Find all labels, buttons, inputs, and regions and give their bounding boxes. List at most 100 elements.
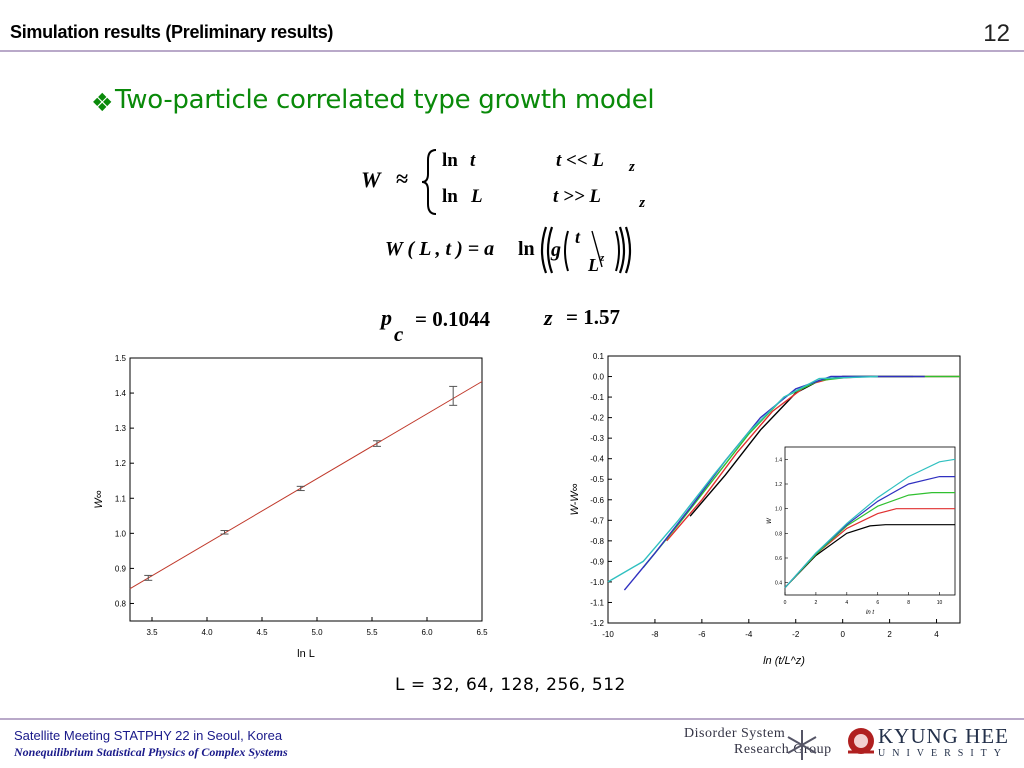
inset-y-axis-label: W xyxy=(767,517,773,524)
inset-x-tick-label: 6 xyxy=(876,600,879,606)
x-tick-label: -2 xyxy=(792,630,800,639)
chart-width-vs-lnL: 3.5 4.0 4.5 5.0 5.5 6.0 6.5 0.8 0.9 1.0 1.1 1.2 1.3 1… xyxy=(93,354,488,660)
y-tick-label: -0.9 xyxy=(590,557,604,566)
dsrg-logo-line2: Research Group xyxy=(734,742,832,757)
eq-brace xyxy=(421,149,437,215)
eq-pc-c: c xyxy=(394,322,404,346)
eq-z-label: z xyxy=(544,305,553,330)
data-series-line xyxy=(607,375,878,583)
inset-y-tick-label: 1.4 xyxy=(775,457,782,463)
inset-y-tick-label: 0.8 xyxy=(775,531,782,537)
eq-w-symbol: W xyxy=(361,167,381,192)
dsrg-logo: Disorder System Research Group xyxy=(684,726,832,758)
x-tick-label: -6 xyxy=(698,630,706,639)
equation-piecewise: W ≈ ln t t << L z ln L t >> L z xyxy=(0,0,1024,215)
x-tick-label: 5.5 xyxy=(366,628,378,637)
inset-x-tick-label: 0 xyxy=(784,600,787,606)
plot-frame xyxy=(129,357,483,622)
x-axis-label: ln L xyxy=(297,648,315,660)
footer-conference: Satellite Meeting STATPHY 22 in Seoul, K… xyxy=(14,728,283,743)
bullet-heading: Two-particle correlated type growth mode… xyxy=(115,85,655,115)
eq-case1-sub: z xyxy=(629,159,635,175)
kyunghee-logo: KYUNG HEE UNIVERSITY xyxy=(878,726,1009,760)
y-tick-label: -0.2 xyxy=(590,414,604,423)
kyunghee-emblem-icon xyxy=(848,728,874,754)
y-axis-label: W-W∞ xyxy=(569,483,581,515)
y-tick-label: -1.1 xyxy=(590,598,604,607)
eq-case1-var: t xyxy=(470,150,476,171)
y-tick-label: 0.9 xyxy=(115,564,127,573)
snowflake-icon xyxy=(787,730,817,760)
x-tick-label: 3.5 xyxy=(146,628,158,637)
y-tick-label: -0.8 xyxy=(590,537,604,546)
y-tick-label: -0.5 xyxy=(590,475,604,484)
y-tick-label: 1.4 xyxy=(115,389,127,398)
y-tick-label: -1.0 xyxy=(590,578,604,587)
y-tick-label: 0.8 xyxy=(115,599,127,608)
inset-series-line xyxy=(784,524,955,589)
y-tick-label: 1.1 xyxy=(115,494,127,503)
inset-x-tick-label: 8 xyxy=(907,600,910,606)
y-tick-label: -0.4 xyxy=(590,455,604,464)
eq-scaling-t: t xyxy=(575,227,581,247)
inset-y-tick-label: 0.4 xyxy=(775,581,782,587)
header-divider xyxy=(0,50,1024,52)
eq-scaling-L: L xyxy=(588,255,599,275)
x-tick-label: -8 xyxy=(651,630,659,639)
inset-y-tick-label: 1.2 xyxy=(775,482,782,488)
y-axis-label: W∞ xyxy=(93,490,105,508)
footer-subtitle: Nonequilibrium Statistical Physics of Co… xyxy=(14,745,288,759)
inset-x-tick-label: 10 xyxy=(937,600,943,606)
fit-line xyxy=(129,381,483,590)
eq-approx-symbol: ≈ xyxy=(396,166,409,191)
eq-pc-value: = 0.1044 xyxy=(415,307,490,331)
eq-scaling-parens xyxy=(540,226,632,274)
y-tick-label: 1.3 xyxy=(115,424,127,433)
kyunghee-logo-line2: UNIVERSITY xyxy=(878,748,1008,759)
page-number: 12 xyxy=(983,20,1010,47)
eq-case2-var: L xyxy=(471,186,483,207)
y-tick-label: -0.7 xyxy=(590,516,604,525)
y-tick-label: -0.6 xyxy=(590,496,604,505)
y-tick-label: 0.1 xyxy=(593,352,605,361)
x-axis-label: ln (t/L^z) xyxy=(763,655,805,667)
eq-scaling-lhs: W ( L , t ) = a xyxy=(385,238,495,260)
chart-scaling-collapse: -10 -8 -6 -4 -2 0 2 4 0.1 0.0 -0.1 -0.2 -0.3 -0.4 -0.5… xyxy=(569,352,961,667)
x-tick-label: -4 xyxy=(745,630,753,639)
x-tick-label: 4.0 xyxy=(201,628,213,637)
y-tick-label: 1.5 xyxy=(115,354,127,363)
x-tick-label: 6.5 xyxy=(476,628,488,637)
x-tick-label: 2 xyxy=(887,630,892,639)
eq-case1-fn: ln xyxy=(442,150,458,171)
plot-frame xyxy=(607,355,961,624)
system-sizes-caption: L = 32, 64, 128, 256, 512 xyxy=(395,675,626,695)
inset-series-line xyxy=(784,458,956,589)
eq-case1-cond: t << L xyxy=(556,150,605,171)
eq-scaling-z: z xyxy=(600,252,605,264)
eq-scaling-g: g xyxy=(551,239,561,261)
bullet-diamond-icon: ❖ xyxy=(91,88,114,117)
eq-z-value: = 1.57 xyxy=(566,305,620,329)
inset-y-tick-label: 1.0 xyxy=(775,507,782,513)
slide-title: Simulation results (Preliminary results) xyxy=(10,22,334,42)
y-tick-label: -0.1 xyxy=(590,393,604,402)
dsrg-logo-line1: Disorder System xyxy=(684,726,786,741)
y-tick-label: 1.0 xyxy=(115,529,127,538)
eq-case2-fn: ln xyxy=(442,186,458,207)
inset-y-tick-label: 0.6 xyxy=(775,556,782,562)
y-tick-label: -0.3 xyxy=(590,434,604,443)
inset-series-line xyxy=(784,492,955,589)
kyunghee-logo-line1: KYUNG HEE xyxy=(878,724,1009,748)
footer-divider xyxy=(0,718,1024,720)
inset-x-axis-label: ln t xyxy=(866,610,874,616)
x-tick-label: 4 xyxy=(934,630,939,639)
eq-scaling-fn: ln xyxy=(518,238,535,260)
x-tick-label: 6.0 xyxy=(421,628,433,637)
y-tick-label: -1.2 xyxy=(590,619,604,628)
eq-case2-sub: z xyxy=(639,195,646,211)
x-tick-label: 0 xyxy=(840,630,845,639)
inset-x-tick-label: 2 xyxy=(815,600,818,606)
eq-pc-p: p xyxy=(381,305,392,330)
y-tick-label: 0.0 xyxy=(593,373,605,382)
inset-background xyxy=(767,445,959,619)
